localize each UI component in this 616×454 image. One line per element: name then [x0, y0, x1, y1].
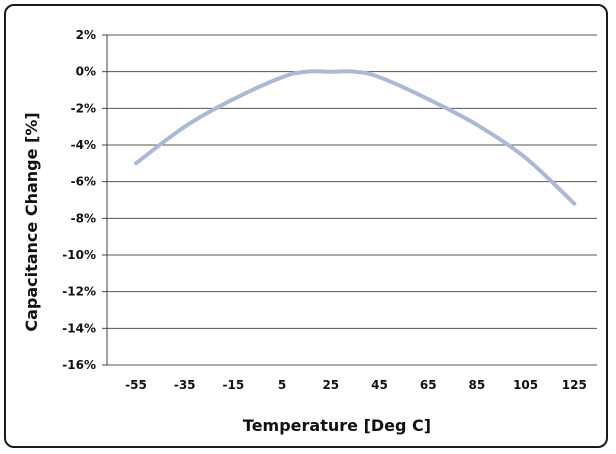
x-tick-label: 45	[371, 378, 388, 392]
y-tick-label: 2%	[76, 28, 96, 42]
x-tick-labels: -55 -35 -15 5 25 45 65 85 105 125	[125, 378, 587, 392]
chart-frame	[4, 4, 608, 448]
y-tick-label: -10%	[62, 248, 96, 262]
y-tick-labels: 2% 0% -2% -4% -6% -8% -10% -12% -14% -16%	[62, 28, 96, 372]
y-tick-label: -6%	[71, 175, 96, 189]
x-tick-label: -35	[174, 378, 196, 392]
y-tick-label: -8%	[71, 211, 96, 225]
x-tick-label: 125	[562, 378, 587, 392]
x-tick-label: -15	[223, 378, 245, 392]
y-tick-label: 0%	[76, 65, 96, 79]
grid-layer	[102, 34, 597, 366]
x-tick-label: 85	[469, 378, 486, 392]
x-tick-label: 25	[322, 378, 339, 392]
y-tick-label: -4%	[71, 138, 96, 152]
y-tick-label: -12%	[62, 285, 96, 299]
x-tick-label: 105	[513, 378, 538, 392]
x-tick-label: 5	[278, 378, 286, 392]
y-tick-label: -16%	[62, 358, 96, 372]
y-tick-label: -14%	[62, 321, 96, 335]
series-line	[134, 69, 577, 206]
x-axis-title: Temperature [Deg C]	[243, 416, 431, 435]
series-layer	[134, 69, 577, 206]
y-axis-title: Capacitance Change [%]	[22, 112, 41, 331]
y-tick-label: -2%	[71, 101, 96, 115]
x-tick-label: -55	[125, 378, 147, 392]
x-tick-label: 65	[420, 378, 437, 392]
